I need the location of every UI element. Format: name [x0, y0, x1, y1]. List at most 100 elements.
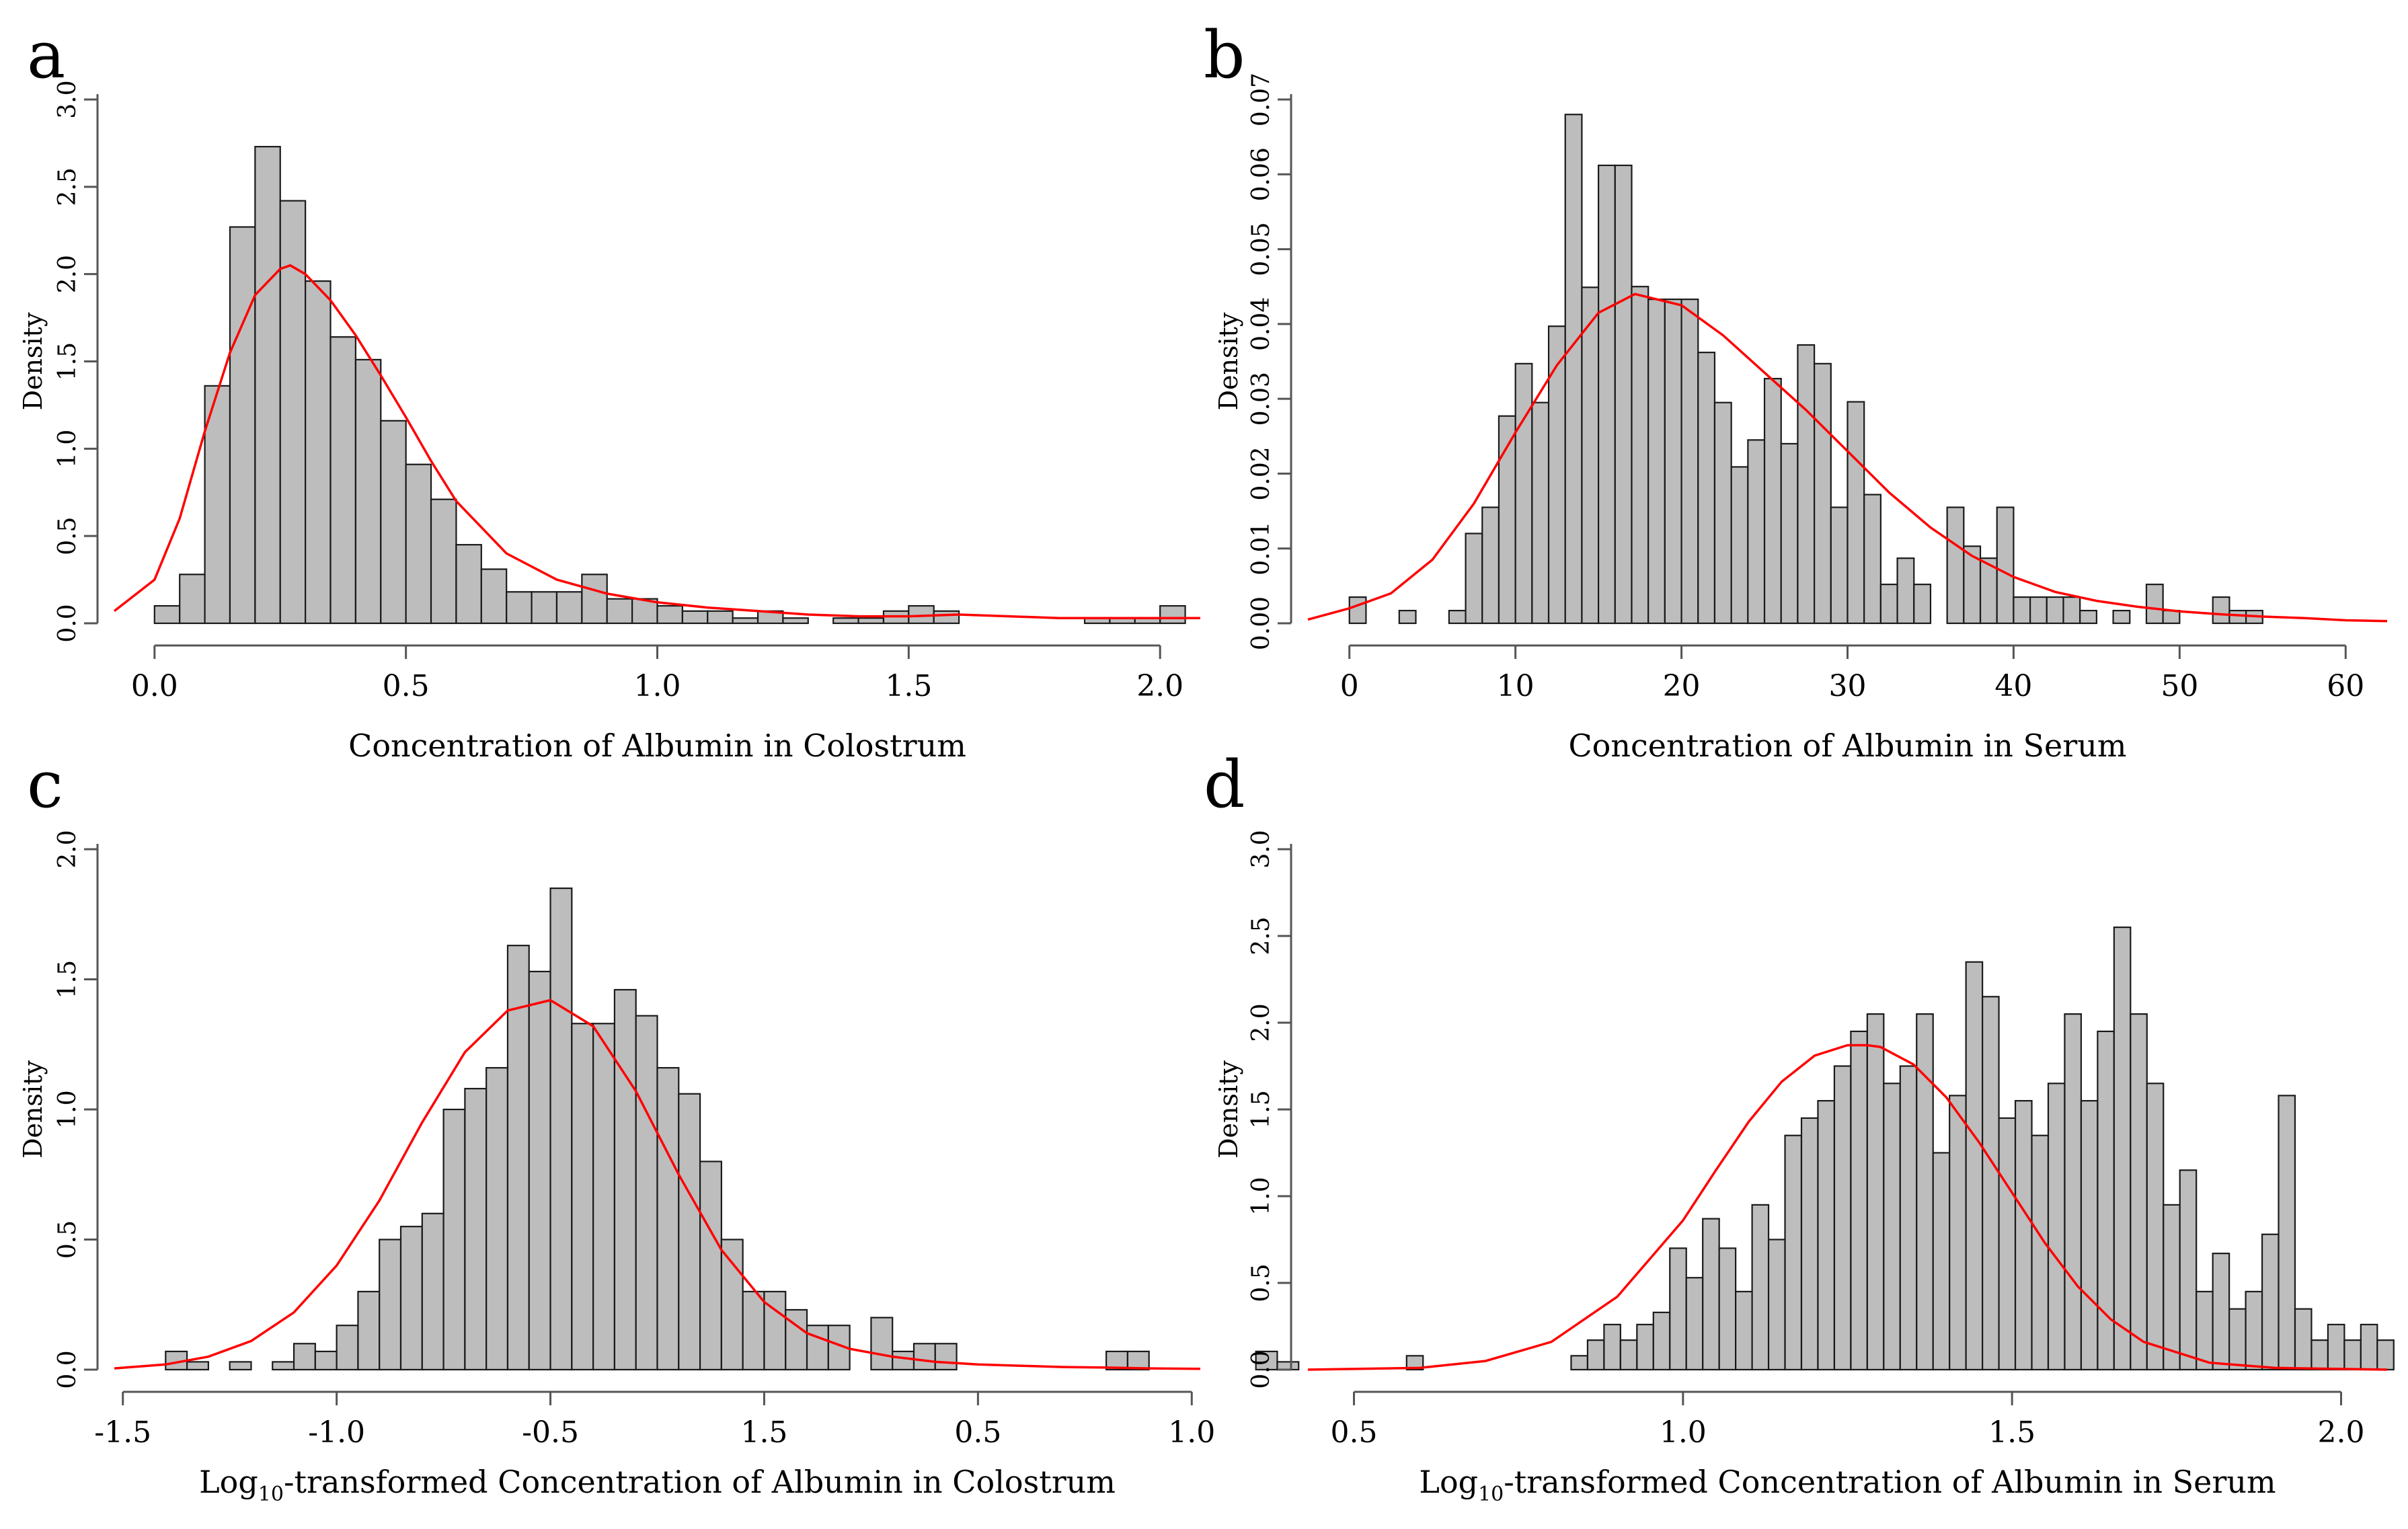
y-axis-title: Density	[1214, 312, 1243, 410]
bars	[1348, 114, 2263, 625]
histogram-bar	[329, 336, 356, 625]
histogram-bar	[631, 598, 658, 625]
histogram-bar	[1564, 114, 1583, 625]
x-tick-label: 20	[1663, 669, 1701, 703]
histogram-bar	[153, 604, 181, 625]
histogram-bar	[229, 226, 256, 625]
histogram-bar	[314, 1350, 338, 1371]
histogram-bar	[2179, 1169, 2198, 1371]
histogram-bar	[1498, 415, 1516, 625]
histogram-bar	[2013, 596, 2031, 625]
histogram-bar	[2112, 609, 2131, 625]
histogram-bar	[1348, 596, 1367, 625]
histogram-bar	[2261, 1233, 2280, 1371]
histogram-bar	[1448, 609, 1467, 625]
histogram-bar	[379, 1239, 402, 1371]
x-tick-label: 0.5	[954, 1415, 1001, 1450]
x-tick-label: 60	[2327, 669, 2364, 703]
histogram-bar	[1669, 1247, 1687, 1371]
x-tick-label: 2.0	[1136, 669, 1183, 703]
histogram-bar	[354, 358, 382, 625]
y-tick-label: 0.06	[1247, 147, 1275, 201]
x-tick-label: -1.0	[308, 1415, 365, 1450]
y-tick-label: 3.0	[1247, 830, 1275, 868]
histogram-bar	[2196, 1290, 2214, 1371]
x-axis-title-rest: -transformed Concentration of Albumin in…	[284, 1464, 1116, 1500]
histogram-bar	[635, 1015, 658, 1371]
x-tick-label: 1.0	[634, 669, 681, 703]
histogram-bar	[1514, 362, 1533, 625]
y-tick-label: 0.01	[1247, 522, 1275, 576]
y-tick-label: 1.0	[1247, 1177, 1275, 1215]
y-tick-label: 1.5	[1247, 1090, 1275, 1128]
y-tick-label: 1.5	[54, 960, 81, 998]
histogram-bar	[421, 1212, 444, 1371]
density-fit-line	[1307, 1044, 2388, 1371]
histogram-bar	[1883, 1083, 1901, 1371]
histogram-bar	[1946, 506, 1965, 625]
histogram-bar	[2029, 596, 2048, 625]
histogram-bar	[399, 1226, 423, 1371]
histogram-bar	[2212, 596, 2230, 625]
histogram-bar	[2062, 596, 2081, 625]
histogram-bar	[1570, 1355, 1589, 1371]
histogram-bar	[613, 988, 637, 1371]
y-tick-label: 0.0	[1247, 1350, 1275, 1388]
histogram-bar	[1913, 584, 1932, 625]
x-tick-label: 0.0	[131, 669, 178, 703]
x-tick-label: 30	[1829, 669, 1867, 703]
y-axis-title: Density	[1214, 1060, 1243, 1159]
histogram-bar	[2228, 1308, 2247, 1371]
histogram-bar	[1718, 1247, 1737, 1371]
histogram-bar	[606, 598, 633, 625]
histogram-bar	[857, 617, 885, 625]
histogram-bar	[336, 1325, 359, 1371]
bars	[165, 887, 1300, 1371]
x-tick-label: 1.5	[1988, 1415, 2035, 1450]
y-tick-label: 0.5	[1247, 1263, 1275, 1302]
x-tick-label: -1.5	[94, 1415, 151, 1450]
histogram-bar	[480, 568, 508, 625]
histogram-bar	[1979, 557, 1998, 625]
panel-letter: d	[1204, 747, 1245, 822]
histogram-bar	[1982, 996, 2000, 1371]
panel-letter: c	[27, 747, 63, 822]
histogram-bar	[204, 385, 231, 625]
histogram-bar	[1814, 362, 1832, 625]
histogram-bar	[1949, 1095, 1967, 1371]
y-tick-label: 0.5	[54, 1220, 81, 1259]
histogram-bar	[1830, 506, 1849, 625]
histogram-bar	[506, 591, 533, 625]
histogram-bar	[1833, 1065, 1852, 1371]
y-tick-label: 0.0	[54, 604, 81, 642]
y-tick-label: 2.0	[54, 830, 81, 868]
histogram-bar	[1531, 401, 1550, 625]
x-tick-label: -0.5	[522, 1415, 579, 1450]
y-tick-label: 0.0	[54, 1350, 81, 1388]
x-axis-title: Concentration of Albumin in Colostrum	[348, 728, 966, 764]
histogram-bar	[1996, 506, 2015, 625]
histogram-bar	[1547, 325, 1566, 625]
histogram-bar	[279, 200, 307, 625]
histogram-bar	[1763, 377, 1782, 625]
y-tick-label: 1.5	[54, 342, 81, 381]
histogram-bar	[2228, 609, 2247, 625]
panel-a: a 0.0 0.5 1.0 1.5 2.0 0.0 0.5 1.0 1.5 2.0 2.5 3.0 Den…	[18, 17, 1200, 764]
density-fit-line	[1307, 292, 2388, 623]
histogram-bar	[581, 574, 608, 625]
y-tick-label: 2.5	[54, 167, 81, 206]
histogram-bar	[357, 1290, 381, 1371]
y-tick-label: 1.0	[54, 1090, 81, 1128]
histogram-bar	[656, 1066, 680, 1371]
histogram-bar	[1614, 164, 1633, 625]
histogram-bar	[933, 610, 960, 625]
y-tick-label: 0.04	[1247, 297, 1275, 351]
histogram-bar	[293, 1343, 316, 1371]
bars	[153, 146, 1186, 625]
histogram-bar	[2046, 596, 2064, 625]
x-axis-title: Concentration of Albumin in Serum	[1568, 728, 2126, 764]
histogram-bar	[934, 1343, 958, 1371]
histogram-bar	[732, 617, 759, 625]
histogram-bar	[678, 1093, 701, 1371]
histogram-bar	[1647, 299, 1666, 625]
